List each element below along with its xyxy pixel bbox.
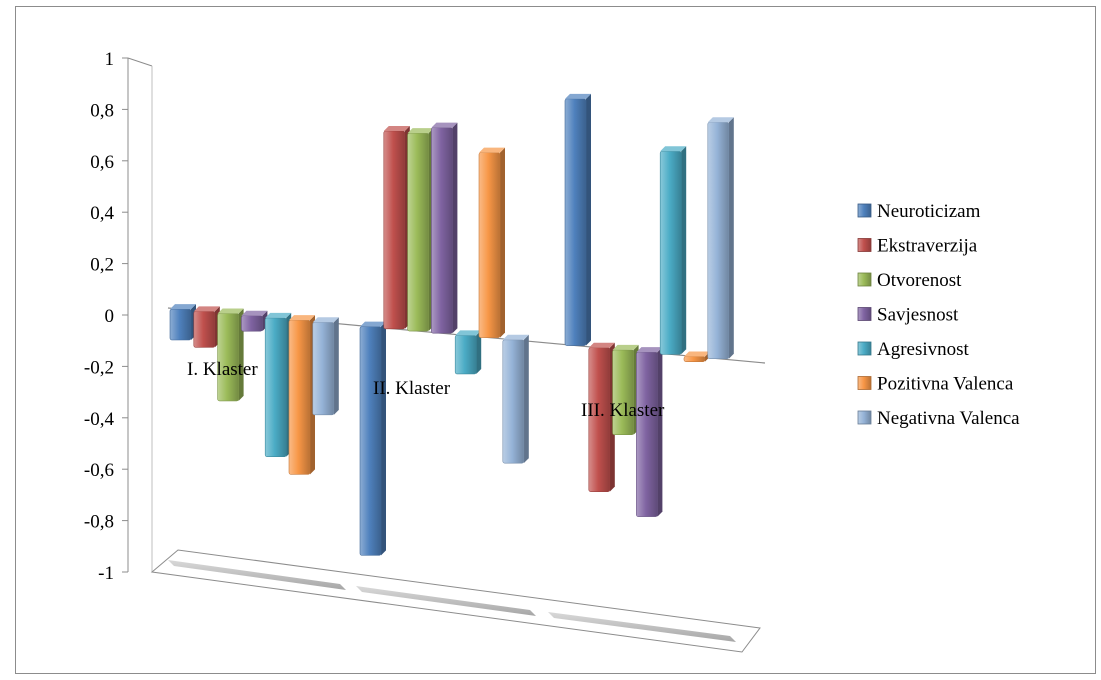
y-tick-label: 0,2 (90, 255, 114, 276)
legend-label: Pozitivna Valenca (877, 374, 1014, 395)
bar (241, 310, 268, 332)
axis-layer: 1 0,8 0,6 0,4 0,2 0 -0,2 -0,4 -0,6 -0,8 -1 (84, 49, 766, 653)
legend-swatch (857, 272, 872, 287)
legend-label: Neuroticizam (877, 201, 981, 222)
legend-item: Agresivnost (857, 339, 970, 360)
y-tick-label: 0,4 (90, 203, 114, 224)
legend-item: Negativna Valenca (857, 408, 1020, 429)
y-tick-label: -1 (98, 563, 114, 584)
bar (502, 334, 529, 464)
legend-swatch (857, 307, 872, 321)
bar (169, 304, 196, 341)
category-label: III. Klaster (581, 400, 665, 421)
legend-swatch (857, 376, 872, 390)
bar (707, 117, 734, 359)
bar (636, 347, 663, 517)
bars-layer (169, 93, 734, 556)
bar (659, 146, 687, 355)
y-tick-label: -0,4 (84, 409, 115, 430)
legend-item: Pozitivna Valenca (857, 374, 1014, 395)
bar (407, 128, 434, 332)
bar (454, 330, 482, 375)
legend-label: Agresivnost (877, 339, 970, 360)
bar (217, 308, 244, 402)
y-tick-label: 1 (105, 49, 115, 70)
legend-swatch (857, 203, 872, 218)
category-label: II. Klaster (373, 378, 451, 399)
bar (612, 344, 639, 436)
legend-swatch (857, 238, 872, 252)
y-tick-label: 0,6 (90, 152, 114, 173)
legend: Neuroticizam Ekstraverzija Otvorenost Savje… (857, 201, 1020, 429)
legend-item: Otvorenost (857, 270, 962, 291)
legend-item: Neuroticizam (857, 201, 981, 222)
bar (478, 147, 505, 338)
bar (564, 93, 591, 346)
bar (264, 312, 292, 458)
bar (431, 122, 458, 334)
bar (359, 321, 386, 556)
bar (683, 351, 710, 362)
bar (193, 306, 220, 348)
y-tick-label: 0,8 (90, 100, 114, 121)
legend-item: Ekstraverzija (857, 236, 978, 257)
y-tick-label: 0 (105, 306, 115, 327)
category-labels: I. Klaster II. Klaster III. Klaster (187, 359, 665, 421)
y-tick-label: -0,2 (84, 357, 114, 378)
legend-label: Ekstraverzija (877, 236, 978, 257)
bar (288, 315, 315, 475)
bar (312, 317, 339, 416)
legend-label: Otvorenost (877, 270, 962, 291)
category-label: I. Klaster (187, 359, 258, 380)
y-tick-label: -0,8 (84, 512, 114, 533)
legend-label: Negativna Valenca (877, 408, 1020, 429)
legend-swatch (857, 341, 872, 356)
legend-swatch (857, 410, 872, 425)
bar (383, 125, 410, 330)
legend-item: Savjesnost (857, 305, 959, 326)
legend-label: Savjesnost (877, 305, 959, 326)
y-tick-label: -0,6 (84, 460, 114, 481)
